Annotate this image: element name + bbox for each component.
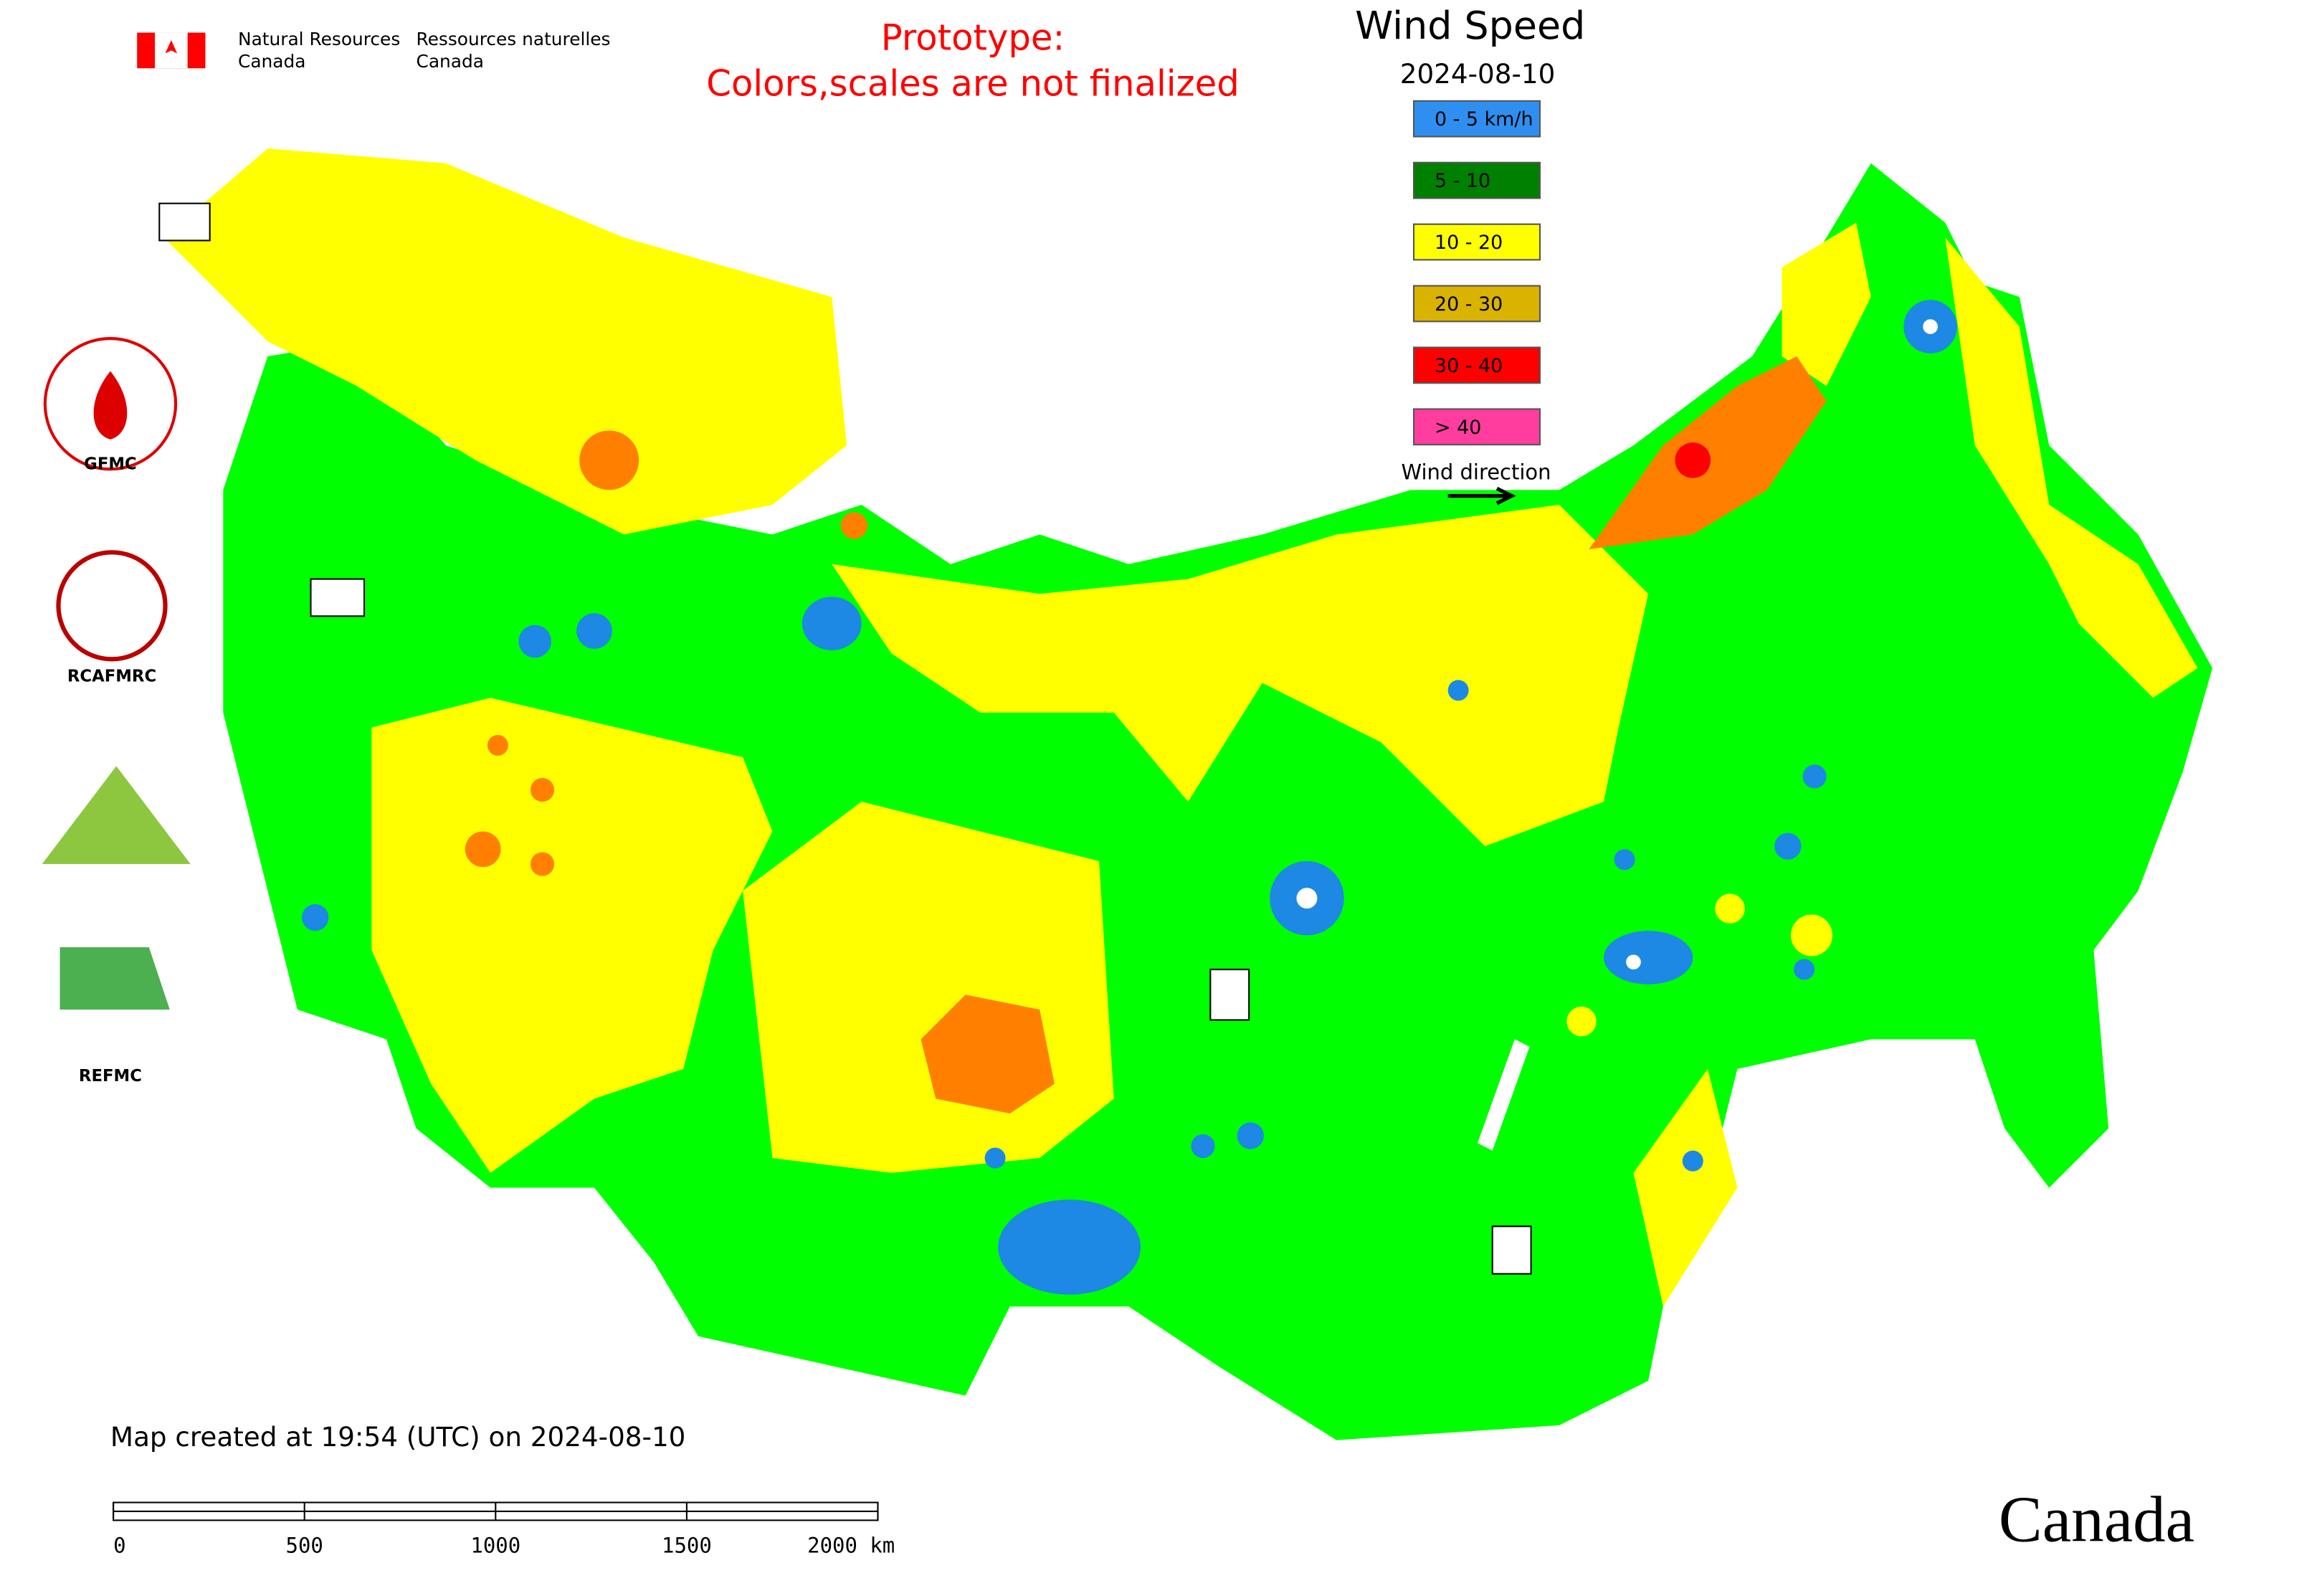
legend-swatch <box>1412 408 1541 446</box>
dept-fr: Ressources naturelles <box>417 29 611 49</box>
footer: Map created at 19:54 (UTC) on 2024-08-10… <box>110 1421 2194 1558</box>
legend-swatch <box>1412 100 1541 138</box>
legend-label: > 40 <box>1435 417 1481 439</box>
scale-label: 500 <box>286 1534 323 1558</box>
wind-arrow <box>1447 486 1516 505</box>
partner-label: GFMC <box>84 455 137 474</box>
partner-label: REFMC <box>79 1067 142 1086</box>
wordmark: Canada <box>1999 1483 2194 1556</box>
partner-label: RCAFMRC <box>67 668 156 686</box>
logo <box>56 550 168 662</box>
map-marker <box>1209 969 1250 1021</box>
map-marker <box>310 578 366 617</box>
legend-date: 2024-08-10 <box>1400 58 1556 90</box>
legend-title: Wind Speed <box>1355 3 1585 48</box>
dept-fr: Canada <box>417 51 484 72</box>
partners: GFMC RCAFMRC REFMC <box>42 202 1532 1275</box>
legend-label: 20 - 30 <box>1435 293 1503 315</box>
map <box>163 148 2213 1440</box>
logo <box>43 337 178 471</box>
legend-swatch <box>1412 285 1541 323</box>
legend-swatch <box>1412 161 1541 199</box>
scale-label: 1000 <box>470 1534 520 1558</box>
map-marker <box>158 202 211 242</box>
dept-en: Natural Resources <box>238 29 400 49</box>
wind-direction-label: Wind direction <box>1401 460 1551 485</box>
legend-swatch <box>1412 346 1541 384</box>
logo <box>42 766 191 865</box>
notice: Prototype: <box>881 16 1065 58</box>
dept-en: Canada <box>238 51 305 72</box>
created-note: Map created at 19:54 (UTC) on 2024-08-10 <box>110 1421 685 1453</box>
header: Natural Resources Canada Ressources natu… <box>137 16 1240 105</box>
zone-blue <box>302 300 1957 1295</box>
zone-red <box>1675 442 1711 478</box>
legend-label: 10 - 20 <box>1435 232 1503 254</box>
legend-label: 5 - 10 <box>1435 170 1490 192</box>
legend-swatch <box>1412 223 1541 261</box>
legend-label: 0 - 5 km/h <box>1435 108 1533 130</box>
legend-label: 30 - 40 <box>1435 355 1503 377</box>
logo <box>60 947 170 1010</box>
legend: Wind Speed 2024-08-10 Wind direction 0 -… <box>1355 3 1585 505</box>
notice: Colors,scales are not finalized <box>706 63 1239 105</box>
lakes <box>1296 319 1938 1151</box>
map-marker <box>1491 1225 1532 1275</box>
scale-label: 0 <box>113 1534 125 1558</box>
scale-label: 2000 km <box>807 1534 895 1558</box>
scale-label: 1500 <box>662 1534 712 1558</box>
